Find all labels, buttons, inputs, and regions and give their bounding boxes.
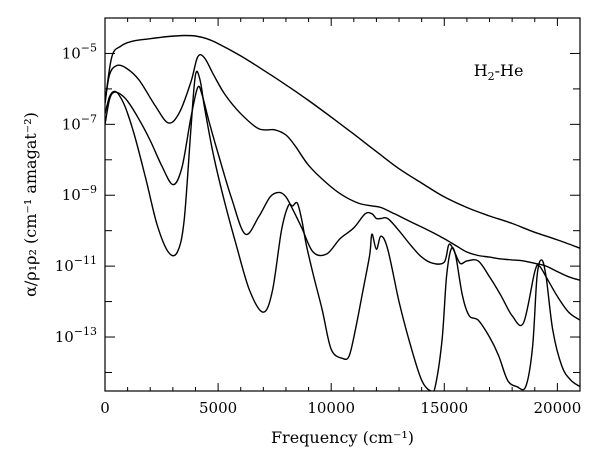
- y-tick-label: 10−13: [55, 325, 97, 346]
- y-tick-label: 10−11: [55, 254, 97, 275]
- series-line-3: [105, 85, 580, 327]
- series-line-2: [105, 53, 580, 281]
- x-tick-label: 20000: [534, 399, 582, 417]
- series-lines: [105, 34, 580, 391]
- chart-annotation: H2-He: [474, 61, 524, 83]
- series-line-4: [105, 70, 580, 391]
- x-tick-label: 0: [100, 399, 110, 417]
- y-tick-label: 10−5: [62, 41, 97, 62]
- y-axis-label: α/ρ₁ρ₂ (cm⁻¹ amagat⁻²): [21, 112, 40, 297]
- y-tick-labels: 10−5 10−7 10−9 10−11 10−13: [55, 41, 97, 346]
- x-tick-label: 15000: [420, 399, 468, 417]
- y-tick-label: 10−9: [62, 183, 97, 204]
- x-tick-label: 10000: [307, 399, 355, 417]
- x-axis-label: Frequency (cm⁻¹): [271, 428, 414, 447]
- plot-frame: [104, 17, 581, 392]
- series-line-1: [105, 34, 580, 249]
- x-tick-labels: 0 5000 10000 15000 20000: [100, 399, 581, 417]
- x-tick-label: 5000: [199, 399, 237, 417]
- axis-ticks: [104, 17, 580, 391]
- y-tick-label: 10−7: [62, 112, 97, 133]
- plot-area: 0 5000 10000 15000 20000 10−510−710−910−1110…: [55, 17, 581, 417]
